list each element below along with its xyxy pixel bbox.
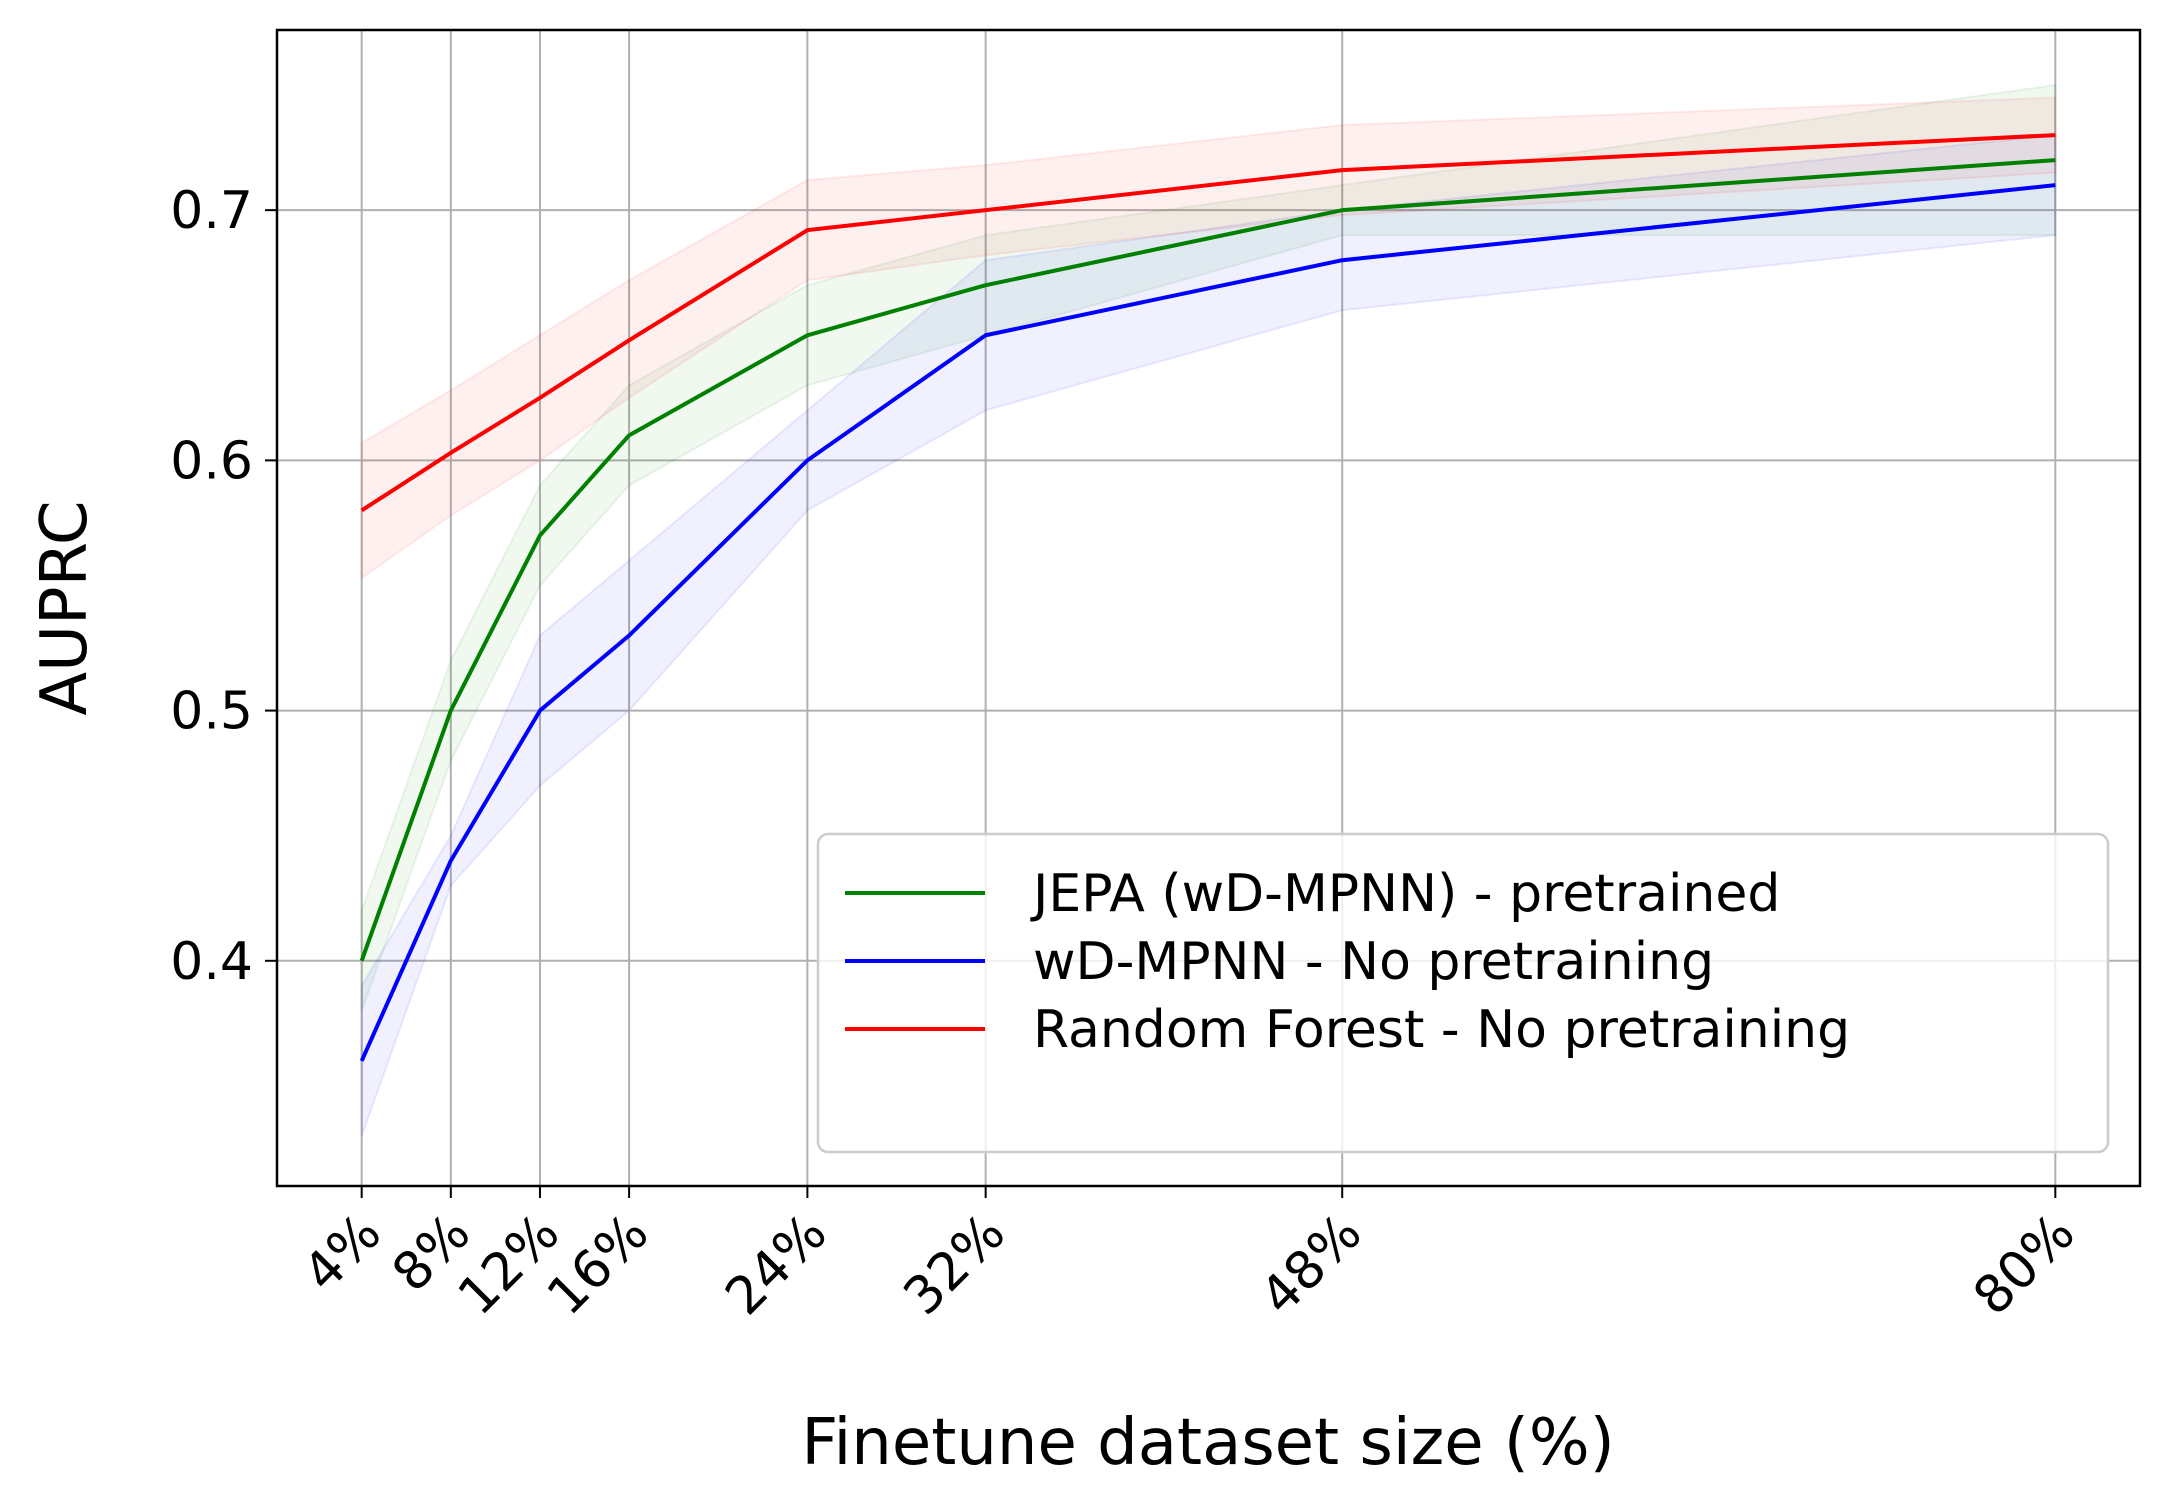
y-axis-label: AUPRC	[28, 500, 102, 715]
y-axis-ticks: 0.4 0.5 0.6 0.7	[170, 181, 277, 992]
x-tick-label: 48%	[1249, 1203, 1373, 1327]
y-tick-label: 0.5	[170, 682, 253, 742]
confidence-band	[360, 83, 2057, 1012]
x-tick-label: 16%	[536, 1203, 660, 1327]
legend: JEPA (wD-MPNN) - pretrained wD-MPNN - No …	[816, 832, 2110, 1154]
series-line	[359, 158, 2056, 962]
y-tick-label: 0.6	[170, 431, 253, 491]
x-tick-label: 12%	[447, 1203, 571, 1327]
x-axis-label: Finetune dataset size (%)	[801, 1406, 1614, 1480]
legend-box	[816, 832, 2110, 1154]
x-tick-label: 24%	[714, 1203, 838, 1327]
confidence-bands	[360, 83, 2057, 1137]
series-line	[360, 133, 2056, 513]
legend-label: wD-MPNN - No pretraining	[1033, 932, 1714, 992]
x-axis-ticks: 4%8%12%16% 24% 32% 48% 80%	[292, 1186, 2087, 1327]
confidence-band	[360, 133, 2057, 1137]
series-lines	[359, 133, 2056, 1062]
legend-label: Random Forest - No pretraining	[1033, 1000, 1850, 1060]
x-tick-label: 80%	[1962, 1203, 2086, 1327]
y-tick-label: 0.7	[170, 181, 253, 241]
x-tick-label: 4%	[292, 1203, 393, 1304]
plot-frame	[275, 28, 2142, 1188]
y-tick-label: 0.4	[170, 932, 253, 992]
confidence-band	[360, 96, 2057, 580]
x-tick-label: 32%	[893, 1203, 1017, 1327]
legend-label: JEPA (wD-MPNN) - pretrained	[1030, 864, 1780, 924]
series-line	[359, 183, 2056, 1062]
